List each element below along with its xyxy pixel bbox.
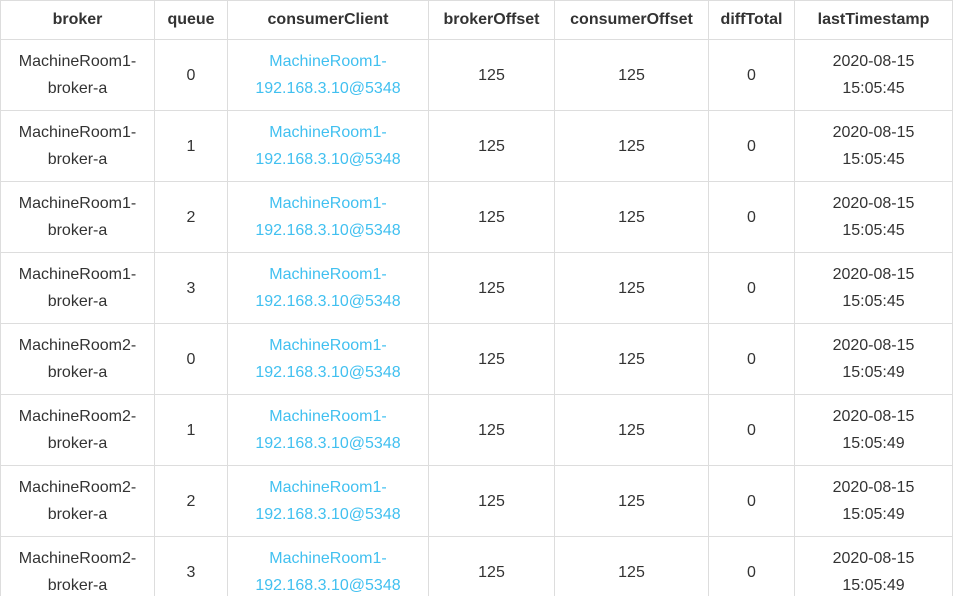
- cell-consumer-offset: 125: [554, 252, 709, 324]
- cell-consumer-client: MachineRoom1-192.168.3.10@5348: [227, 323, 429, 395]
- consumer-client-link[interactable]: MachineRoom1-192.168.3.10@5348: [255, 266, 401, 310]
- column-header-last-timestamp: lastTimestamp: [794, 0, 953, 40]
- column-header-diff-total: diffTotal: [708, 0, 795, 40]
- column-header-consumer-offset: consumerOffset: [554, 0, 709, 40]
- header-row: broker queue consumerClient brokerOffset…: [0, 0, 953, 40]
- cell-last-timestamp: 2020-08-15 15:05:45: [794, 110, 953, 182]
- cell-broker: MachineRoom2-broker-a: [0, 394, 155, 466]
- cell-last-timestamp: 2020-08-15 15:05:49: [794, 323, 953, 395]
- cell-broker: MachineRoom1-broker-a: [0, 181, 155, 253]
- column-header-broker-offset: brokerOffset: [428, 0, 555, 40]
- cell-queue: 0: [154, 39, 228, 111]
- cell-broker-offset: 125: [428, 252, 555, 324]
- cell-queue: 0: [154, 323, 228, 395]
- table-row: MachineRoom1-broker-a 1 MachineRoom1-192…: [0, 110, 953, 182]
- table-body: MachineRoom1-broker-a 0 MachineRoom1-192…: [0, 39, 953, 596]
- cell-broker: MachineRoom2-broker-a: [0, 323, 155, 395]
- table-row: MachineRoom1-broker-a 0 MachineRoom1-192…: [0, 39, 953, 111]
- consumer-client-link[interactable]: MachineRoom1-192.168.3.10@5348: [255, 479, 401, 523]
- cell-broker: MachineRoom2-broker-a: [0, 465, 155, 537]
- cell-broker-offset: 125: [428, 465, 555, 537]
- cell-queue: 2: [154, 181, 228, 253]
- cell-broker-offset: 125: [428, 536, 555, 596]
- cell-broker-offset: 125: [428, 39, 555, 111]
- cell-last-timestamp: 2020-08-15 15:05:45: [794, 252, 953, 324]
- cell-queue: 2: [154, 465, 228, 537]
- table-row: MachineRoom2-broker-a 3 MachineRoom1-192…: [0, 536, 953, 596]
- cell-broker: MachineRoom1-broker-a: [0, 252, 155, 324]
- table-row: MachineRoom2-broker-a 1 MachineRoom1-192…: [0, 394, 953, 466]
- cell-diff-total: 0: [708, 465, 795, 537]
- cell-broker: MachineRoom2-broker-a: [0, 536, 155, 596]
- cell-queue: 3: [154, 252, 228, 324]
- cell-consumer-offset: 125: [554, 536, 709, 596]
- cell-consumer-client: MachineRoom1-192.168.3.10@5348: [227, 465, 429, 537]
- cell-queue: 1: [154, 394, 228, 466]
- cell-diff-total: 0: [708, 394, 795, 466]
- cell-diff-total: 0: [708, 181, 795, 253]
- column-header-broker: broker: [0, 0, 155, 40]
- cell-last-timestamp: 2020-08-15 15:05:45: [794, 39, 953, 111]
- consumer-client-link[interactable]: MachineRoom1-192.168.3.10@5348: [255, 53, 401, 97]
- cell-consumer-offset: 125: [554, 394, 709, 466]
- cell-queue: 3: [154, 536, 228, 596]
- cell-consumer-client: MachineRoom1-192.168.3.10@5348: [227, 536, 429, 596]
- column-header-consumer-client: consumerClient: [227, 0, 429, 40]
- column-header-queue: queue: [154, 0, 228, 40]
- table-header: broker queue consumerClient brokerOffset…: [0, 0, 953, 40]
- cell-broker-offset: 125: [428, 323, 555, 395]
- cell-broker-offset: 125: [428, 394, 555, 466]
- cell-consumer-client: MachineRoom1-192.168.3.10@5348: [227, 181, 429, 253]
- cell-consumer-client: MachineRoom1-192.168.3.10@5348: [227, 110, 429, 182]
- cell-diff-total: 0: [708, 252, 795, 324]
- table-row: MachineRoom2-broker-a 0 MachineRoom1-192…: [0, 323, 953, 395]
- cell-broker-offset: 125: [428, 181, 555, 253]
- cell-diff-total: 0: [708, 536, 795, 596]
- consumer-client-link[interactable]: MachineRoom1-192.168.3.10@5348: [255, 337, 401, 381]
- cell-last-timestamp: 2020-08-15 15:05:49: [794, 465, 953, 537]
- consumer-client-link[interactable]: MachineRoom1-192.168.3.10@5348: [255, 124, 401, 168]
- cell-diff-total: 0: [708, 39, 795, 111]
- cell-consumer-offset: 125: [554, 323, 709, 395]
- cell-diff-total: 0: [708, 110, 795, 182]
- cell-consumer-client: MachineRoom1-192.168.3.10@5348: [227, 394, 429, 466]
- cell-consumer-client: MachineRoom1-192.168.3.10@5348: [227, 39, 429, 111]
- cell-broker-offset: 125: [428, 110, 555, 182]
- table-row: MachineRoom2-broker-a 2 MachineRoom1-192…: [0, 465, 953, 537]
- table-row: MachineRoom1-broker-a 3 MachineRoom1-192…: [0, 252, 953, 324]
- cell-last-timestamp: 2020-08-15 15:05:45: [794, 181, 953, 253]
- cell-broker: MachineRoom1-broker-a: [0, 110, 155, 182]
- cell-consumer-offset: 125: [554, 465, 709, 537]
- cell-consumer-offset: 125: [554, 110, 709, 182]
- cell-consumer-offset: 125: [554, 39, 709, 111]
- cell-diff-total: 0: [708, 323, 795, 395]
- consumer-client-link[interactable]: MachineRoom1-192.168.3.10@5348: [255, 550, 401, 594]
- cell-consumer-offset: 125: [554, 181, 709, 253]
- cell-broker: MachineRoom1-broker-a: [0, 39, 155, 111]
- cell-consumer-client: MachineRoom1-192.168.3.10@5348: [227, 252, 429, 324]
- table-row: MachineRoom1-broker-a 2 MachineRoom1-192…: [0, 181, 953, 253]
- cell-last-timestamp: 2020-08-15 15:05:49: [794, 536, 953, 596]
- cell-last-timestamp: 2020-08-15 15:05:49: [794, 394, 953, 466]
- consumer-client-link[interactable]: MachineRoom1-192.168.3.10@5348: [255, 195, 401, 239]
- consumer-client-link[interactable]: MachineRoom1-192.168.3.10@5348: [255, 408, 401, 452]
- cell-queue: 1: [154, 110, 228, 182]
